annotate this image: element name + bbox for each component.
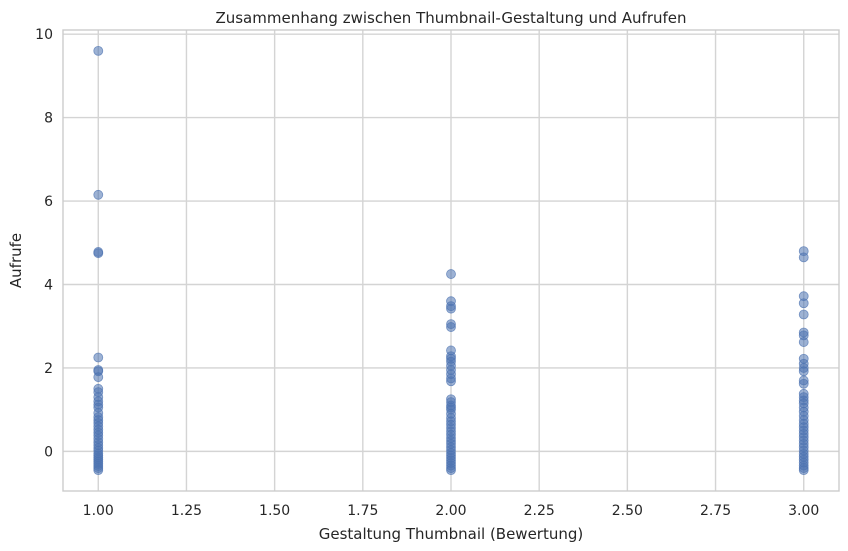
scatter-point (798, 298, 809, 309)
x-tick-label: 1.75 (347, 503, 378, 519)
scatter-point (798, 252, 809, 263)
scatter-point (93, 45, 104, 56)
scatter-point (446, 322, 456, 332)
x-tick-label: 2.50 (612, 503, 643, 519)
scatter-point (93, 248, 104, 259)
x-axis-label: Gestaltung Thumbnail (Bewertung) (319, 525, 584, 543)
chart-title: Zusammenhang zwischen Thumbnail-Gestaltu… (215, 9, 686, 27)
x-tick-label: 1.00 (83, 503, 114, 519)
scatter-point (798, 465, 809, 476)
y-axis-label: Aufrufe (7, 233, 25, 288)
x-tick-label: 1.50 (259, 503, 290, 519)
scatter-point (446, 376, 456, 387)
scatter-point (93, 372, 104, 383)
y-tick-label: 0 (44, 444, 53, 460)
y-tick-label: 4 (44, 277, 53, 293)
y-axis-ticks: 0 2 4 6 8 10 (35, 27, 53, 460)
data-points (93, 45, 809, 476)
x-tick-label: 1.25 (171, 503, 202, 519)
x-axis-ticks: 1.00 1.25 1.50 1.75 2.00 2.25 2.50 2.75 3.00 (83, 503, 820, 519)
plot-frame (62, 29, 840, 492)
x-tick-label: 2.75 (700, 503, 731, 519)
y-tick-label: 10 (35, 27, 53, 43)
y-tick-label: 6 (44, 194, 53, 210)
scatter-point (446, 303, 456, 314)
x-tick-label: 2.25 (524, 503, 555, 519)
scatter-point (798, 366, 809, 377)
x-tick-label: 2.00 (435, 503, 466, 519)
scatter-point (798, 378, 809, 389)
scatter-point (93, 189, 104, 200)
y-tick-label: 2 (44, 361, 53, 377)
scatter-point (93, 352, 104, 363)
scatter-point (93, 465, 104, 476)
scatter-point (446, 465, 456, 476)
x-tick-label: 3.00 (788, 503, 819, 519)
scatter-point (798, 309, 809, 320)
grid (63, 30, 839, 491)
scatter-point (446, 269, 456, 279)
y-tick-label: 8 (44, 111, 53, 127)
scatter-point (798, 337, 809, 347)
